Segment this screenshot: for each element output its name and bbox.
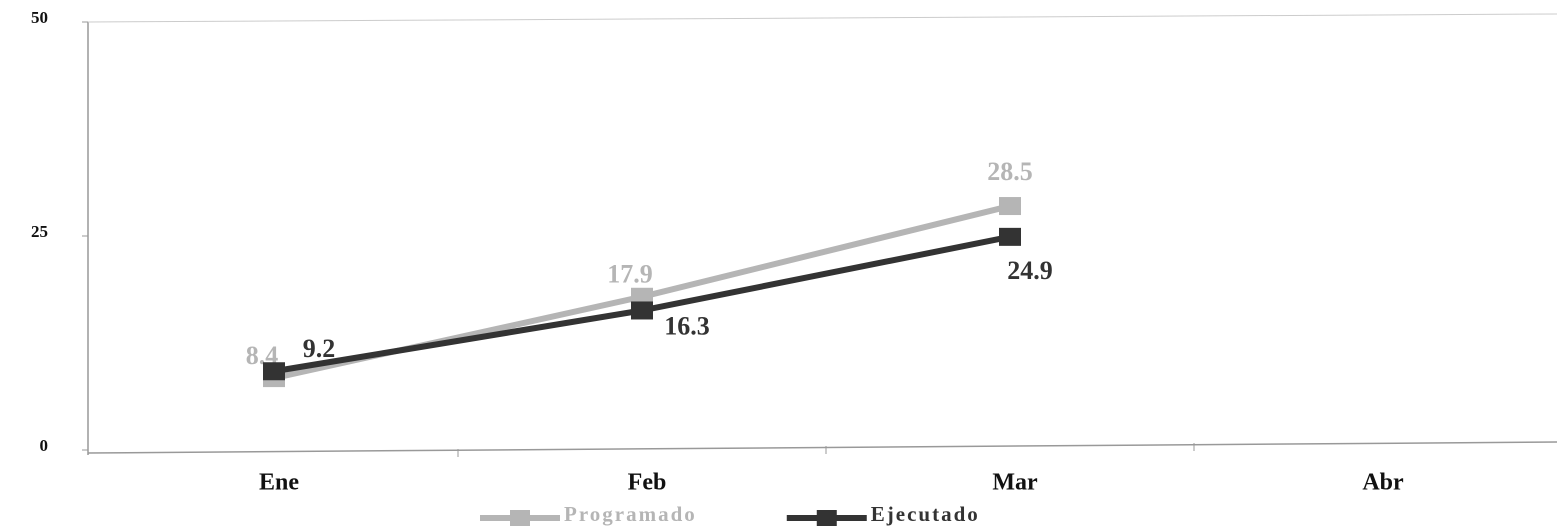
- data-label: 24.9: [1007, 256, 1053, 285]
- data-label: 28.5: [987, 157, 1033, 186]
- y-tick-label: 0: [40, 436, 49, 455]
- legend-marker: [816, 510, 837, 526]
- point-marker: [263, 362, 285, 381]
- legend-label: Programado: [564, 502, 697, 526]
- legend-label: Ejecutado: [871, 502, 980, 526]
- x-tick-label: Mar: [992, 470, 1038, 496]
- point-marker: [631, 287, 653, 306]
- data-label: 9.2: [303, 334, 336, 363]
- x-tick-label: Ene: [259, 470, 299, 496]
- point-marker: [999, 227, 1021, 246]
- point-marker: [999, 197, 1021, 216]
- x-axis: [87, 441, 1557, 454]
- data-label: 16.3: [664, 311, 710, 340]
- point-marker: [631, 301, 653, 320]
- data-label: 17.9: [607, 260, 653, 289]
- legend-marker: [510, 510, 530, 526]
- x-tick-label: Abr: [1362, 470, 1404, 496]
- y-tick-label: 50: [31, 8, 48, 27]
- y-tick-label: 25: [31, 222, 48, 241]
- top-border: [87, 13, 1557, 23]
- x-tick-label: Feb: [628, 470, 667, 496]
